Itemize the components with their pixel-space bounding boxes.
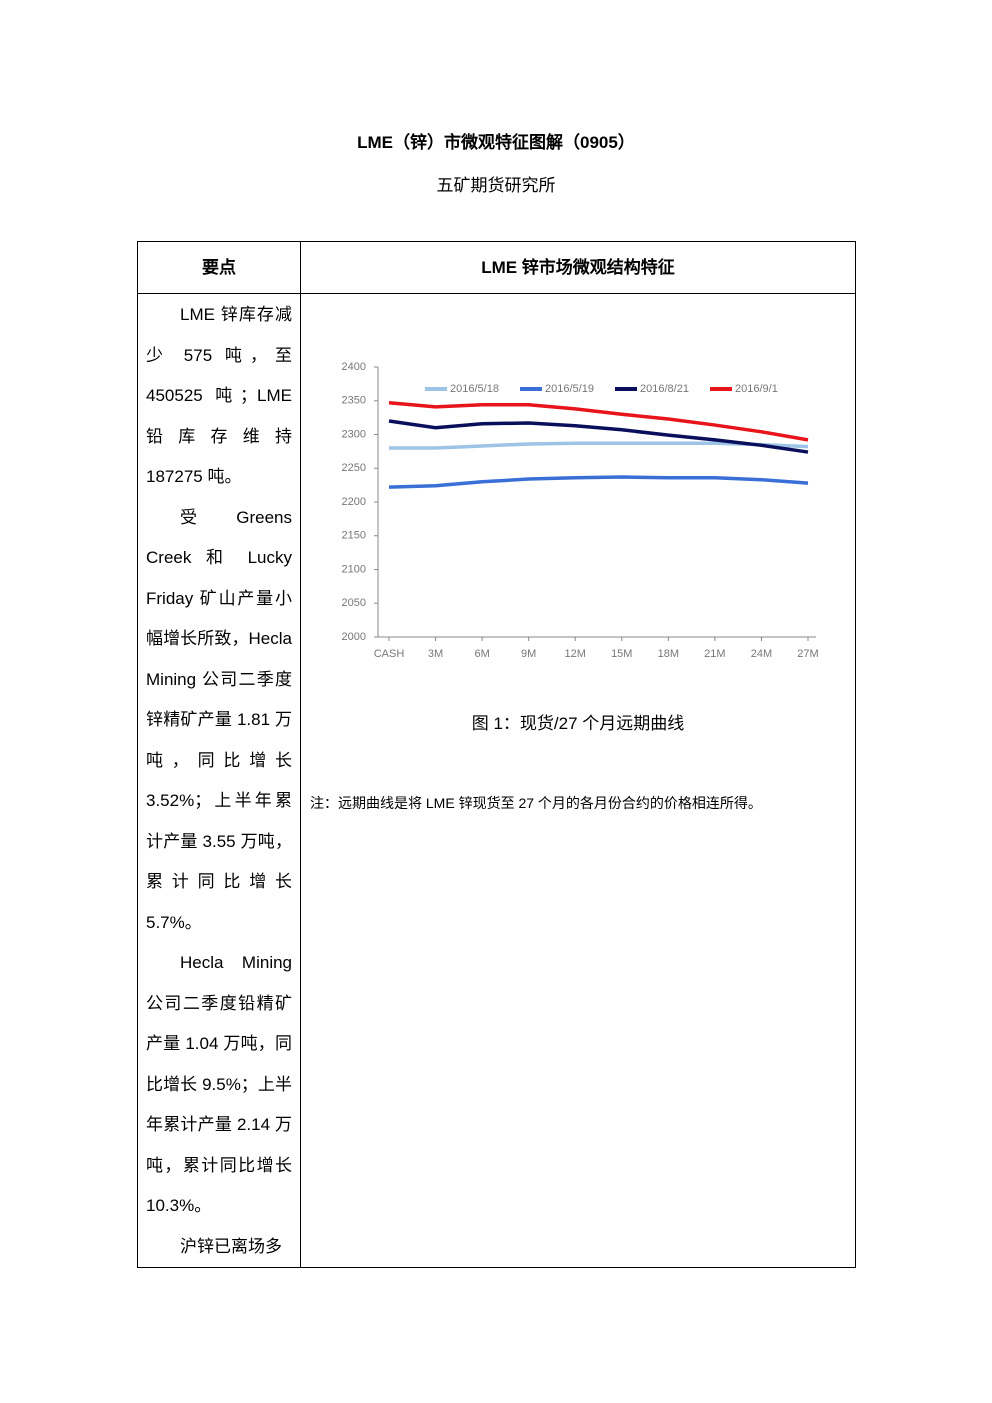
y-tick-label: 2200	[342, 496, 366, 508]
y-tick-label: 2350	[342, 395, 366, 407]
table: 要点 LME 锌市场微观结构特征 LME 锌库存减少 575 吨，至 45052…	[137, 241, 856, 1268]
x-tick-label: 12M	[565, 648, 586, 660]
x-tick-label: 18M	[658, 648, 679, 660]
figure-caption: 图 1：现货/27 个月远期曲线	[471, 714, 685, 733]
y-tick-label: 2050	[342, 597, 366, 609]
x-tick-label: 9M	[521, 648, 536, 660]
y-tick-label: 2400	[342, 361, 366, 373]
header-cell: 要点	[202, 258, 236, 277]
paragraph: 受 Greens Creek 和 Lucky Friday 矿山产量小幅增长所致…	[146, 507, 292, 932]
header-cell: LME 锌市场微观结构特征	[481, 258, 675, 277]
paragraph: Hecla Mining 公司二季度铅精矿产量 1.04 万吨，同比增长 9.5…	[146, 953, 292, 1215]
x-tick-label: 3M	[428, 648, 443, 660]
y-tick-label: 2250	[342, 462, 366, 474]
y-tick-label: 2150	[342, 530, 366, 542]
legend-label: 2016/9/1	[735, 383, 778, 395]
x-tick-label: CASH	[374, 648, 405, 660]
y-tick-label: 2000	[342, 631, 366, 643]
divider	[138, 293, 855, 294]
series-line	[388, 419, 809, 454]
paragraph: LME 锌库存减少 575 吨，至 450525 吨；LME 铅库存维持 187…	[146, 305, 292, 486]
legend-label: 2016/5/18	[450, 383, 499, 395]
note: 注：远期曲线是将 LME 锌现货至 27 个月的各月份合约的价格相连所得。	[310, 795, 762, 811]
title: LME（锌）市微观特征图解（0905）	[357, 133, 635, 152]
x-tick-label: 6M	[474, 648, 489, 660]
x-tick-label: 27M	[797, 648, 818, 660]
x-tick-label: 21M	[704, 648, 725, 660]
series-line	[388, 401, 809, 442]
legend-label: 2016/8/21	[640, 383, 689, 395]
key-points: LME 锌库存减少 575 吨，至 450525 吨；LME 铅库存维持 187…	[146, 295, 292, 1265]
series-line	[388, 475, 809, 489]
subtitle: 五矿期货研究所	[436, 176, 556, 195]
y-tick-label: 2300	[342, 428, 366, 440]
y-tick-label: 2100	[342, 563, 366, 575]
divider	[300, 242, 301, 1267]
legend-label: 2016/5/19	[545, 383, 594, 395]
x-tick-label: 24M	[751, 648, 772, 660]
paragraph: 沪锌已离场多	[180, 1236, 282, 1256]
x-tick-label: 15M	[611, 648, 632, 660]
